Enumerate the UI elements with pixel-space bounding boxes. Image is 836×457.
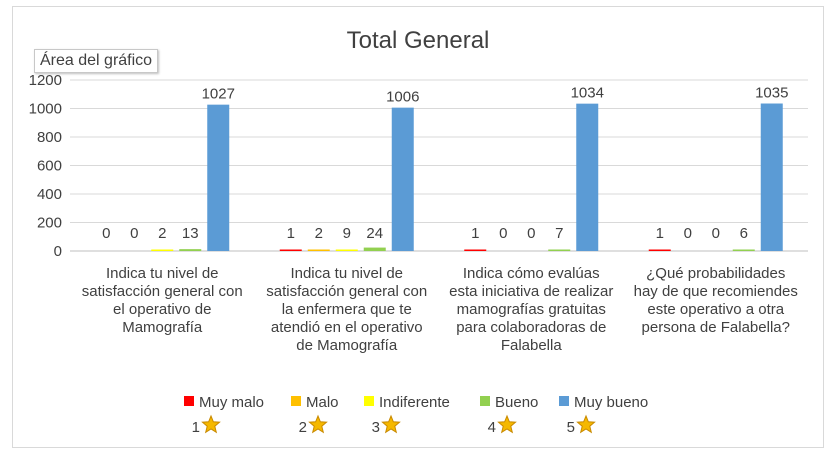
legend-label: Indiferente — [379, 394, 450, 411]
category-label-line: mamografías gratuitas — [457, 301, 606, 318]
data-label: 7 — [555, 225, 563, 242]
y-tick-label: 200 — [37, 215, 62, 232]
data-label: 0 — [130, 225, 138, 242]
category-label-line: Mamografía — [122, 319, 203, 336]
legend-swatch — [480, 396, 490, 406]
data-label: 0 — [102, 225, 110, 242]
legend-label: Muy malo — [199, 394, 264, 411]
category-label: ¿Qué probabilidades hay de que recomiende… — [634, 265, 798, 336]
y-tick-label: 1000 — [29, 101, 62, 118]
category-label-line: satisfacción general con — [266, 283, 427, 300]
bar — [760, 103, 783, 251]
bar — [307, 249, 330, 251]
category-label-line: atendió en el operativo — [271, 319, 423, 336]
star-icon — [576, 414, 596, 434]
star-icon — [201, 414, 221, 434]
y-tick-label: 800 — [37, 129, 62, 146]
bar — [363, 247, 386, 251]
legend-swatch — [364, 396, 374, 406]
data-label: 1027 — [202, 86, 235, 103]
category-label-line: Indica cómo evalúas — [463, 265, 600, 282]
data-label: 6 — [740, 225, 748, 242]
legend-swatch — [184, 396, 194, 406]
category-label-line: Falabella — [501, 337, 563, 354]
legend-rating: 4 — [488, 419, 496, 436]
category-label-line: Indica tu nivel de — [290, 265, 403, 282]
data-label: 1006 — [386, 89, 419, 106]
data-label: 1 — [471, 225, 479, 242]
data-label: 1 — [287, 225, 295, 242]
star-icon — [381, 414, 401, 434]
legend-swatch — [559, 396, 569, 406]
category-label-line: el operativo de — [113, 301, 211, 318]
y-tick-label: 1200 — [29, 72, 62, 89]
data-label: 0 — [712, 225, 720, 242]
data-label: 0 — [527, 225, 535, 242]
bar — [464, 249, 487, 251]
category-label: Indica tu nivel de satisfacción general c… — [82, 265, 243, 336]
category-label-line: hay de que recomiendes — [634, 283, 798, 300]
data-label: 9 — [343, 225, 351, 242]
legend-label: Muy bueno — [574, 394, 648, 411]
legend-label: Malo — [306, 394, 339, 411]
bar — [151, 249, 174, 251]
data-label: 2 — [315, 225, 323, 242]
bar — [279, 249, 302, 251]
star-icon — [497, 414, 517, 434]
data-label: 1 — [656, 225, 664, 242]
category-label: Indica cómo evalúas esta iniciativa de re… — [449, 265, 613, 354]
data-label: 24 — [366, 225, 383, 242]
category-label-line: la enfermera que te — [282, 301, 412, 318]
bar — [648, 249, 671, 251]
category-label-line: ¿Qué probabilidades — [646, 265, 785, 282]
legend-rating: 5 — [567, 419, 575, 436]
category-label-line: satisfacción general con — [82, 283, 243, 300]
y-tick-label: 0 — [54, 243, 62, 260]
bar — [335, 249, 358, 251]
bar — [732, 249, 755, 251]
category-label: Indica tu nivel de satisfacción general c… — [266, 265, 427, 354]
star-icon — [308, 414, 328, 434]
chart-title: Total General — [347, 27, 490, 54]
data-label: 1035 — [755, 85, 788, 102]
bar — [207, 104, 230, 251]
legend-swatch — [291, 396, 301, 406]
category-label-line: este operativo a otra — [647, 301, 784, 318]
category-label-line: para colaboradoras de — [456, 319, 606, 336]
y-tick-label: 400 — [37, 186, 62, 203]
data-label: 0 — [499, 225, 507, 242]
y-tick-label: 600 — [37, 158, 62, 175]
legend-rating: 2 — [299, 419, 307, 436]
bar — [548, 249, 571, 251]
bar — [179, 249, 202, 251]
data-label: 2 — [158, 225, 166, 242]
category-label-line: Indica tu nivel de — [106, 265, 219, 282]
bar — [391, 107, 414, 252]
legend-label: Bueno — [495, 394, 538, 411]
chart-area-tooltip: Área del gráfico — [34, 49, 159, 73]
category-label-line: de Mamografía — [296, 337, 398, 354]
category-label-line: persona de Falabella? — [642, 319, 790, 336]
data-label: 1034 — [571, 85, 604, 102]
data-label: 13 — [182, 225, 199, 242]
data-label: 0 — [684, 225, 692, 242]
category-label-line: esta iniciativa de realizar — [449, 283, 613, 300]
bar — [576, 103, 599, 251]
legend-rating: 3 — [372, 419, 380, 436]
legend-rating: 1 — [192, 419, 200, 436]
